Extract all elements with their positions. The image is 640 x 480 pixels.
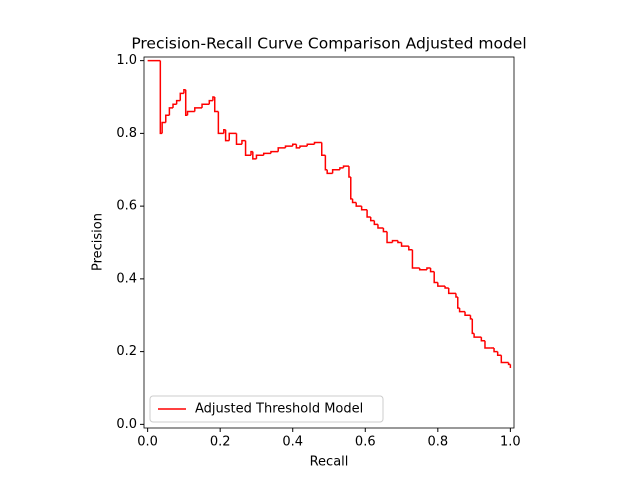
pr-step (324, 155, 328, 171)
pr-step (217, 111, 224, 135)
pr-step (418, 267, 427, 271)
pr-step (366, 209, 371, 218)
pr-step (291, 143, 297, 147)
pr-step (400, 242, 409, 247)
x-tick-label: 0.2 (210, 435, 231, 450)
pr-step (277, 147, 286, 152)
x-tick-label: 0.6 (355, 435, 376, 450)
pr-step (348, 166, 351, 178)
pr-step (373, 220, 378, 226)
y-tick-label: 0.0 (116, 417, 137, 432)
x-axis-label: Recall (310, 455, 349, 470)
x-tick-label: 0.0 (137, 435, 158, 450)
pr-step (342, 165, 349, 168)
pr-step (444, 286, 449, 289)
pr-step (464, 311, 471, 316)
pr-step (306, 143, 315, 147)
x-tick-label: 0.8 (427, 435, 448, 450)
pr-step (270, 150, 279, 154)
pr-step (377, 224, 384, 229)
pr-step (493, 347, 498, 353)
pr-step (208, 99, 213, 105)
y-tick-label: 1.0 (116, 53, 137, 68)
pr-step (262, 152, 271, 156)
pr-step (484, 340, 491, 349)
pr-step (255, 154, 264, 159)
pr-step (241, 139, 246, 145)
pr-step (339, 167, 344, 170)
pr-step (426, 267, 431, 270)
pr-step (213, 97, 219, 113)
pr-step (429, 267, 435, 273)
pr-step (172, 103, 177, 108)
pr-step (507, 362, 511, 366)
pr-step (480, 337, 485, 342)
pr-step (397, 240, 402, 244)
pr-step (194, 107, 203, 112)
pr-step (244, 140, 252, 156)
pr-step (350, 177, 353, 200)
pr-step (284, 145, 293, 148)
pr-step (295, 144, 300, 149)
pr-step (360, 206, 368, 211)
pr-step (473, 333, 482, 338)
y-axis-label: Precision (91, 213, 106, 271)
pr-step (299, 145, 308, 148)
x-tick-label: 0.4 (282, 435, 303, 450)
pr-step (224, 129, 230, 142)
pr-step (320, 142, 326, 156)
y-tick-label: 0.8 (116, 126, 137, 141)
pr-step (391, 239, 398, 243)
pr-step (382, 227, 388, 233)
pr-step (186, 110, 195, 116)
pr-step (165, 114, 170, 123)
pr-step (369, 217, 375, 222)
pr-step (201, 103, 210, 108)
pr-step (331, 169, 340, 174)
axes-frame (143, 56, 515, 429)
pr-step (500, 355, 509, 364)
pr-step (437, 282, 446, 287)
y-tick-label: 0.4 (116, 271, 137, 286)
pr-step (411, 249, 420, 269)
pr-step (458, 307, 466, 313)
pr-step (496, 351, 502, 357)
pr-step (179, 92, 184, 101)
pr-step (168, 107, 174, 116)
pr-step (469, 315, 473, 320)
chart-title: Precision-Recall Curve Comparison Adjust… (131, 35, 526, 53)
legend-label: Adjusted Threshold Model (195, 402, 363, 417)
pr-step (223, 128, 226, 134)
legend-box (149, 395, 384, 423)
pr-step (228, 132, 237, 141)
pr-step (351, 198, 357, 204)
x-tick-label: 1.0 (500, 435, 521, 450)
pr-step (433, 271, 438, 284)
pr-step (161, 121, 166, 134)
y-tick-label: 0.6 (116, 199, 137, 214)
pr-step (252, 151, 257, 160)
pr-step (386, 231, 393, 244)
pr-step (471, 318, 475, 335)
pr-step (235, 133, 242, 146)
y-tick-label: 0.2 (116, 344, 137, 359)
pr-step (408, 246, 413, 251)
pr-step (447, 287, 456, 295)
pr-step (355, 202, 362, 207)
pr-step (175, 99, 181, 105)
pr-step (457, 297, 460, 309)
pr-step (313, 141, 322, 145)
pr-step (326, 169, 333, 175)
pr-step (455, 293, 458, 298)
